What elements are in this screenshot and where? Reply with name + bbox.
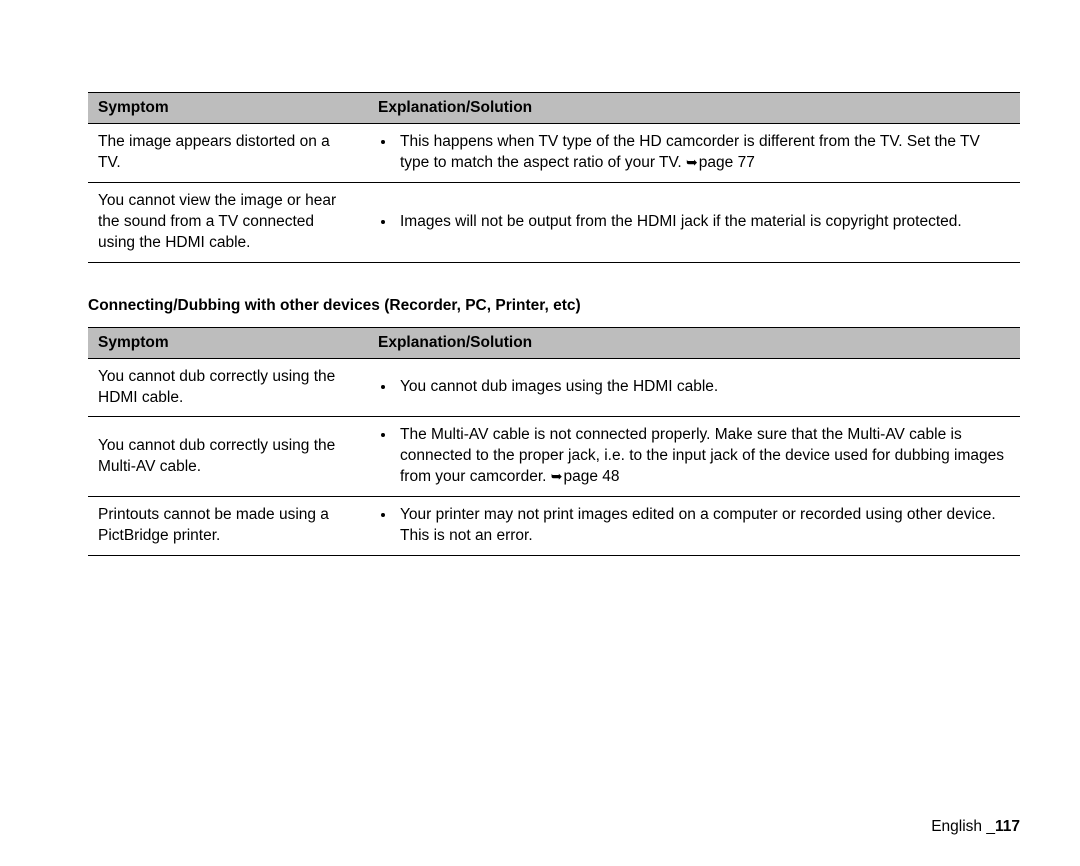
solution-bullet: Images will not be output from the HDMI … <box>396 212 1010 233</box>
symptom-cell: You cannot dub correctly using the HDMI … <box>88 358 368 417</box>
footer-language: English _ <box>931 818 995 835</box>
table-row: The image appears distorted on a TV. Thi… <box>88 124 1020 183</box>
page-ref: page 48 <box>563 468 619 485</box>
solution-bullet: Your printer may not print images edited… <box>396 505 1010 547</box>
symptom-cell: You cannot dub correctly using the Multi… <box>88 417 368 497</box>
table-row: You cannot dub correctly using the HDMI … <box>88 358 1020 417</box>
page-footer: English _117 <box>931 818 1020 836</box>
symptom-cell: Printouts cannot be made using a PictBri… <box>88 497 368 556</box>
symptom-cell: The image appears distorted on a TV. <box>88 124 368 183</box>
solution-cell: This happens when TV type of the HD camc… <box>368 124 1020 183</box>
solution-cell: Images will not be output from the HDMI … <box>368 182 1020 262</box>
page-ref-arrow-icon: ➥ <box>686 153 698 172</box>
table-row: Printouts cannot be made using a PictBri… <box>88 497 1020 556</box>
solution-bullet: This happens when TV type of the HD camc… <box>396 132 1010 174</box>
table-row: You cannot dub correctly using the Multi… <box>88 417 1020 497</box>
solution-cell: The Multi-AV cable is not connected prop… <box>368 417 1020 497</box>
troubleshoot-table-1: Symptom Explanation/Solution The image a… <box>88 92 1020 263</box>
table-row: You cannot view the image or hear the so… <box>88 182 1020 262</box>
table2-header-symptom: Symptom <box>88 327 368 358</box>
table2-header-solution: Explanation/Solution <box>368 327 1020 358</box>
table1-header-symptom: Symptom <box>88 93 368 124</box>
solution-cell: You cannot dub images using the HDMI cab… <box>368 358 1020 417</box>
solution-cell: Your printer may not print images edited… <box>368 497 1020 556</box>
symptom-cell: You cannot view the image or hear the so… <box>88 182 368 262</box>
footer-page-number: 117 <box>995 818 1020 835</box>
solution-bullet: The Multi-AV cable is not connected prop… <box>396 425 1010 488</box>
page-ref-arrow-icon: ➥ <box>551 467 563 486</box>
troubleshoot-table-2: Symptom Explanation/Solution You cannot … <box>88 327 1020 556</box>
table1-header-solution: Explanation/Solution <box>368 93 1020 124</box>
page-ref: page 77 <box>699 154 755 171</box>
section-heading: Connecting/Dubbing with other devices (R… <box>88 297 1020 315</box>
solution-bullet: You cannot dub images using the HDMI cab… <box>396 377 1010 398</box>
page-container: Symptom Explanation/Solution The image a… <box>0 0 1080 866</box>
